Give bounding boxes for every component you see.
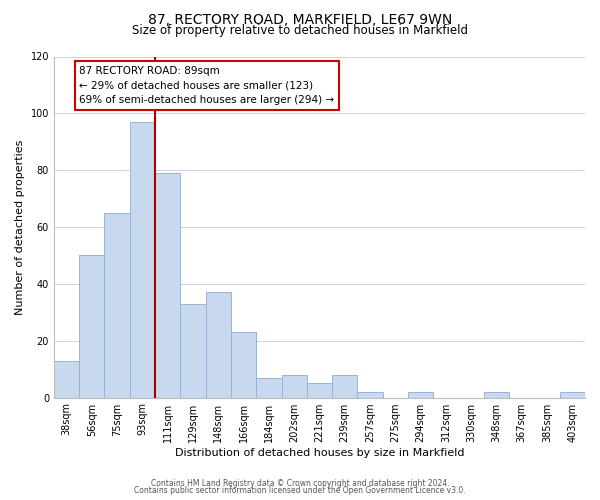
Text: Contains HM Land Registry data © Crown copyright and database right 2024.: Contains HM Land Registry data © Crown c… xyxy=(151,478,449,488)
Bar xyxy=(79,256,104,398)
Bar xyxy=(130,122,155,398)
Bar xyxy=(332,375,358,398)
Bar xyxy=(408,392,433,398)
Bar xyxy=(560,392,585,398)
Y-axis label: Number of detached properties: Number of detached properties xyxy=(15,140,25,314)
Bar xyxy=(104,213,130,398)
Bar xyxy=(54,360,79,398)
Text: 87, RECTORY ROAD, MARKFIELD, LE67 9WN: 87, RECTORY ROAD, MARKFIELD, LE67 9WN xyxy=(148,12,452,26)
Bar xyxy=(155,173,181,398)
Text: Contains public sector information licensed under the Open Government Licence v3: Contains public sector information licen… xyxy=(134,486,466,495)
Bar xyxy=(181,304,206,398)
Text: 87 RECTORY ROAD: 89sqm
← 29% of detached houses are smaller (123)
69% of semi-de: 87 RECTORY ROAD: 89sqm ← 29% of detached… xyxy=(79,66,334,105)
Bar xyxy=(256,378,281,398)
X-axis label: Distribution of detached houses by size in Markfield: Distribution of detached houses by size … xyxy=(175,448,464,458)
Bar xyxy=(358,392,383,398)
Bar xyxy=(206,292,231,398)
Bar xyxy=(231,332,256,398)
Bar xyxy=(281,375,307,398)
Bar xyxy=(484,392,509,398)
Bar xyxy=(307,384,332,398)
Text: Size of property relative to detached houses in Markfield: Size of property relative to detached ho… xyxy=(132,24,468,37)
